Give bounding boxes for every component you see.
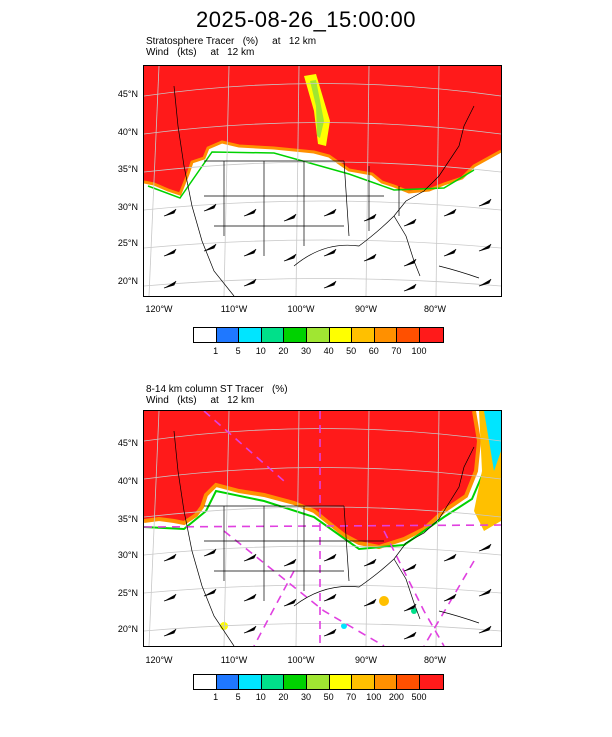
map-canvas <box>144 66 501 296</box>
lat-label: 20°N <box>117 276 138 286</box>
panel-title-line1: Stratosphere Tracer (%) at 12 km <box>146 36 317 47</box>
colorbar-swatch <box>306 328 330 342</box>
colorbar-swatch <box>374 675 398 689</box>
colorbar-swatch <box>352 328 375 342</box>
colorbar-label: 60 <box>368 346 379 356</box>
tracer-blob <box>341 623 347 629</box>
tracer-edge <box>144 411 482 550</box>
overlay-lines <box>144 411 501 646</box>
lat-label: 25°N <box>117 588 138 598</box>
colorbar-label: 30 <box>300 346 311 356</box>
colorbar-label: 100 <box>366 692 382 702</box>
colorbar-label: 5 <box>235 692 241 702</box>
map-plot <box>143 410 502 647</box>
colorbar <box>193 327 444 343</box>
colorbar-label: 50 <box>323 692 334 702</box>
lon-label: 100°W <box>287 304 315 314</box>
lat-label: 40°N <box>117 476 138 486</box>
tracer-blob <box>379 596 389 606</box>
colorbar-swatch <box>329 675 353 689</box>
colorbar-swatch <box>216 328 240 342</box>
graticule <box>144 411 501 646</box>
map-plot <box>143 65 502 297</box>
colorbar-swatch <box>194 675 217 689</box>
lat-label: 25°N <box>117 238 138 248</box>
tracer-field <box>144 411 479 547</box>
lat-label: 45°N <box>117 438 138 448</box>
colorbar-label: 1 <box>213 346 219 356</box>
colorbar-label: 30 <box>300 692 311 702</box>
panel-title-line2: Wind (kts) at 12 km <box>146 47 255 58</box>
colorbar-swatch <box>261 328 285 342</box>
lon-label: 110°W <box>220 655 248 665</box>
tracer-streak-core <box>310 80 324 138</box>
tracer-blob <box>411 608 417 614</box>
tracer-edge-outer <box>144 430 487 551</box>
map-canvas <box>144 411 501 646</box>
lat-label: 30°N <box>117 202 138 212</box>
colorbar-label: 50 <box>346 346 357 356</box>
coastline <box>173 85 480 296</box>
wind-barbs <box>163 198 492 292</box>
lat-label: 20°N <box>117 624 138 634</box>
coastline <box>173 430 480 646</box>
colorbar-swatch <box>261 675 285 689</box>
colorbar-swatch <box>397 675 420 689</box>
colorbar-label: 5 <box>235 346 241 356</box>
lat-label: 35°N <box>117 514 138 524</box>
colorbar-swatch <box>284 675 307 689</box>
colorbar-swatch <box>194 328 217 342</box>
lon-label: 120°W <box>145 655 173 665</box>
colorbar-label: 70 <box>391 346 402 356</box>
lon-label: 80°W <box>423 655 447 665</box>
panel-column-st-tracer: 8-14 km column ST Tracer (%) Wind (kts) … <box>0 378 612 723</box>
lon-label: 100°W <box>287 655 315 665</box>
colorbar-label: 100 <box>411 346 427 356</box>
lon-label: 90°W <box>354 304 378 314</box>
colorbar-swatch <box>216 675 240 689</box>
colorbar <box>193 674 444 690</box>
panel-stratosphere-tracer: Stratosphere Tracer (%) at 12 km Wind (k… <box>0 30 612 365</box>
lon-label: 90°W <box>354 655 378 665</box>
colorbar-swatch <box>419 328 443 342</box>
lon-label: 80°W <box>423 304 447 314</box>
lon-label: 110°W <box>220 304 248 314</box>
figure-title: 2025-08-26_15:00:00 <box>196 7 416 32</box>
colorbar-swatch <box>329 328 353 342</box>
lat-label: 40°N <box>117 127 138 137</box>
lat-label: 35°N <box>117 164 138 174</box>
wind-barbs <box>163 543 492 640</box>
lat-label: 45°N <box>117 89 138 99</box>
lon-label: 120°W <box>145 304 173 314</box>
colorbar-swatch <box>284 328 307 342</box>
graticule <box>144 66 501 296</box>
colorbar-label: 20 <box>278 692 289 702</box>
panel-title-line2: Wind (kts) at 12 km <box>146 395 255 406</box>
colorbar-swatch <box>419 675 443 689</box>
colorbar-swatch <box>374 328 398 342</box>
tracer-east-edge <box>484 411 501 471</box>
lat-label: 30°N <box>117 550 138 560</box>
panel-title-line1: 8-14 km column ST Tracer (%) <box>146 384 288 395</box>
colorbar-swatch <box>239 675 262 689</box>
colorbar-swatch <box>239 328 262 342</box>
colorbar-label: 500 <box>411 692 427 702</box>
tracer-edge-outer <box>147 151 475 199</box>
colorbar-label: 1 <box>213 692 219 702</box>
colorbar-label: 200 <box>388 692 404 702</box>
colorbar-label: 20 <box>278 346 289 356</box>
colorbar-label: 40 <box>323 346 334 356</box>
colorbar-swatch <box>397 328 420 342</box>
colorbar-swatch <box>306 675 330 689</box>
colorbar-swatch <box>352 675 375 689</box>
colorbar-label: 10 <box>255 692 266 702</box>
colorbar-label: 70 <box>346 692 357 702</box>
colorbar-label: 10 <box>255 346 266 356</box>
